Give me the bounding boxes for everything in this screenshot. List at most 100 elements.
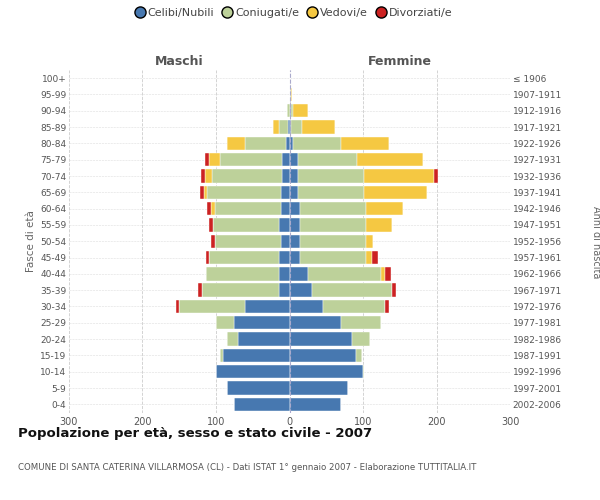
Bar	[298, 153, 357, 166]
Bar	[176, 300, 179, 313]
Bar	[291, 88, 292, 101]
Bar	[211, 234, 215, 248]
Bar	[385, 267, 391, 280]
Bar	[282, 153, 290, 166]
Bar	[199, 284, 202, 297]
Bar	[366, 234, 373, 248]
Bar	[291, 120, 302, 134]
Bar	[290, 104, 291, 118]
Bar	[213, 218, 279, 232]
Bar	[352, 332, 370, 346]
Bar	[220, 153, 282, 166]
Bar	[227, 136, 245, 150]
Bar	[281, 202, 290, 215]
Bar	[227, 382, 290, 394]
Bar	[290, 316, 341, 330]
Bar	[215, 234, 281, 248]
Bar	[366, 202, 403, 215]
Bar	[382, 267, 385, 280]
Bar	[290, 218, 300, 232]
Bar	[207, 202, 211, 215]
Bar	[288, 120, 290, 134]
Bar	[274, 120, 279, 134]
Bar	[290, 398, 341, 411]
Bar	[372, 251, 378, 264]
Bar	[215, 202, 281, 215]
Bar	[290, 267, 308, 280]
Bar	[300, 218, 366, 232]
Bar	[290, 186, 298, 199]
Bar	[290, 136, 293, 150]
Bar	[209, 251, 279, 264]
Bar	[300, 234, 366, 248]
Bar	[279, 251, 290, 264]
Bar	[308, 267, 382, 280]
Bar	[203, 186, 207, 199]
Bar	[290, 202, 300, 215]
Bar	[311, 284, 392, 297]
Bar	[366, 218, 392, 232]
Bar	[207, 186, 281, 199]
Bar	[291, 104, 293, 118]
Bar	[293, 136, 341, 150]
Bar	[179, 300, 245, 313]
Bar	[290, 251, 300, 264]
Bar	[235, 316, 290, 330]
Text: Maschi: Maschi	[155, 54, 203, 68]
Bar	[290, 382, 348, 394]
Bar	[200, 186, 203, 199]
Bar	[206, 267, 279, 280]
Bar	[290, 120, 291, 134]
Bar	[290, 88, 291, 101]
Bar	[363, 365, 364, 378]
Bar	[202, 170, 205, 182]
Bar	[212, 170, 282, 182]
Bar	[364, 170, 434, 182]
Bar	[286, 136, 290, 150]
Bar	[205, 153, 209, 166]
Bar	[205, 170, 212, 182]
Bar	[290, 365, 363, 378]
Bar	[279, 218, 290, 232]
Bar	[290, 332, 352, 346]
Bar	[245, 300, 290, 313]
Bar	[290, 300, 323, 313]
Bar	[245, 136, 286, 150]
Bar	[206, 251, 209, 264]
Bar	[341, 136, 389, 150]
Bar	[279, 284, 290, 297]
Legend: Celibi/Nubili, Coniugati/e, Vedovi/e, Divorziati/e: Celibi/Nubili, Coniugati/e, Vedovi/e, Di…	[131, 3, 457, 22]
Bar	[202, 284, 279, 297]
Text: Anni di nascita: Anni di nascita	[591, 206, 600, 279]
Bar	[392, 284, 396, 297]
Bar	[366, 251, 372, 264]
Bar	[302, 120, 335, 134]
Bar	[290, 284, 311, 297]
Bar	[216, 365, 290, 378]
Bar	[209, 218, 213, 232]
Y-axis label: Fasce di età: Fasce di età	[26, 210, 36, 272]
Bar	[298, 186, 364, 199]
Bar	[209, 153, 220, 166]
Bar	[434, 170, 438, 182]
Bar	[385, 300, 389, 313]
Bar	[290, 348, 356, 362]
Bar	[290, 153, 298, 166]
Bar	[279, 120, 288, 134]
Bar	[290, 170, 298, 182]
Bar	[238, 332, 290, 346]
Bar	[357, 153, 423, 166]
Bar	[211, 202, 215, 215]
Bar	[298, 170, 364, 182]
Bar	[341, 316, 382, 330]
Bar	[356, 348, 362, 362]
Bar	[323, 300, 385, 313]
Bar	[293, 104, 308, 118]
Bar	[281, 186, 290, 199]
Bar	[235, 398, 290, 411]
Bar	[279, 267, 290, 280]
Text: COMUNE DI SANTA CATERINA VILLARMOSA (CL) - Dati ISTAT 1° gennaio 2007 - Elaboraz: COMUNE DI SANTA CATERINA VILLARMOSA (CL)…	[18, 462, 476, 471]
Text: Popolazione per età, sesso e stato civile - 2007: Popolazione per età, sesso e stato civil…	[18, 428, 372, 440]
Bar	[287, 104, 290, 118]
Bar	[300, 251, 366, 264]
